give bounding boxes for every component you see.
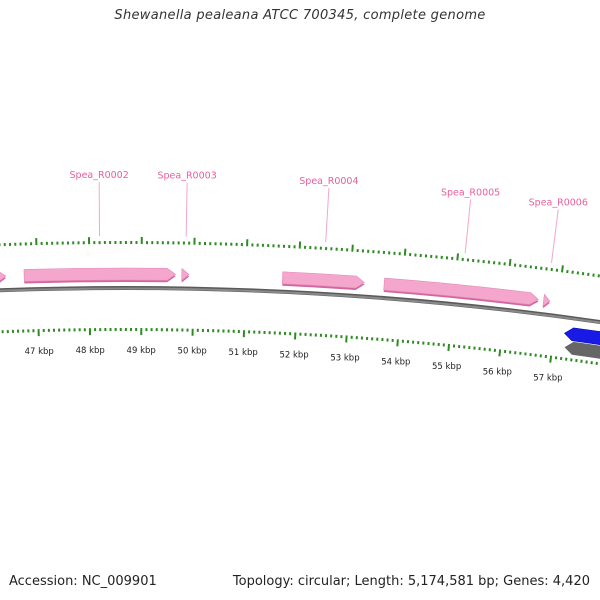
rna-gene-arrow [281,271,365,289]
kbp-label: 47 kbp [25,347,54,357]
gene-labels: Spea_R0002 Spea_R0003 Spea_R0004 Spea_R0005… [70,170,588,264]
major-tick [508,258,512,267]
gene-label: Spea_R0004 [299,176,358,187]
scale-ticks-inner [1,327,598,366]
major-tick [403,248,407,256]
gene-shadow [564,341,600,359]
kbp-label: 57 kbp [533,373,562,383]
accession-text: Accession: NC_009901 [9,574,157,589]
kbp-label: 49 kbp [127,346,156,356]
kbp-label: 56 kbp [483,367,512,377]
kbp-label: 55 kbp [432,362,461,372]
gene-label-leader [185,182,188,237]
gene-label-leader [550,209,559,264]
kbp-label: 51 kbp [229,348,258,358]
kbp-label: 50 kbp [178,347,207,357]
kbp-label: 48 kbp [76,346,105,356]
cds-gene-arrow [564,327,600,346]
gene-label-leader [464,199,472,254]
gene-label: Spea_R0003 [157,171,216,182]
major-tick [560,265,564,273]
major-tick [447,343,451,352]
scale-labels: 47 kbp 48 kbp 49 kbp 50 kbp 51 kbp 52 kbp 53 k… [25,346,563,383]
scale-ticks-outer [0,237,600,278]
major-tick [549,355,553,363]
rna-gene-arrow [181,267,190,282]
kbp-label: 53 kbp [330,353,359,363]
rna-gene-arrow [542,293,551,307]
genome-backbone [0,286,600,325]
gene-features [0,267,600,359]
kbp-label: 54 kbp [381,357,410,367]
gene-label: Spea_R0005 [441,187,500,198]
genome-stats-text: Topology: circular; Length: 5,174,581 bp… [232,574,590,589]
gene-label: Spea_R0002 [70,170,129,181]
kbp-label: 52 kbp [279,350,308,360]
major-tick [498,349,502,357]
rna-gene-arrow [383,277,539,305]
gene-label: Spea_R0006 [529,197,588,208]
figure-title: Shewanella pealeana ATCC 700345, complet… [114,8,486,23]
gene-label-leader [325,188,330,243]
backbone-arc-inner [0,287,600,324]
major-tick [456,253,459,261]
rna-gene-arrow [0,271,7,281]
major-tick [396,339,399,347]
rna-gene-arrow [23,267,177,282]
